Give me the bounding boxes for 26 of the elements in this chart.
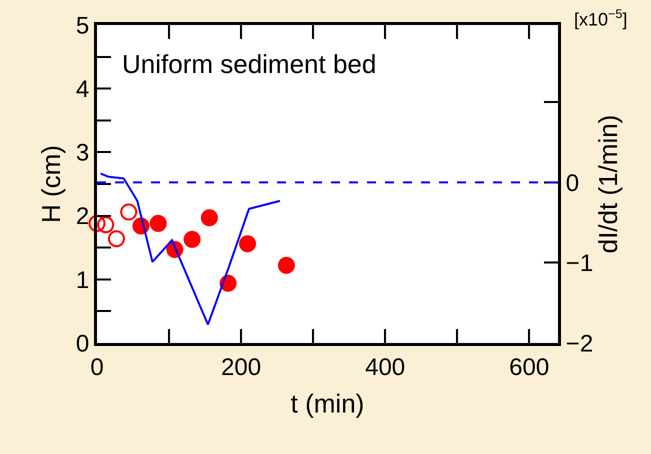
point bbox=[278, 256, 295, 274]
y2-tick-label: −1 bbox=[566, 250, 594, 278]
x-tick-label: 400 bbox=[365, 354, 406, 381]
y2-tick-label: 0 bbox=[566, 170, 580, 197]
x-axis-title: t (min) bbox=[290, 388, 364, 418]
y-tick-label: 5 bbox=[76, 12, 90, 40]
point bbox=[97, 216, 114, 234]
annotation: Uniform sediment bed bbox=[122, 49, 376, 79]
point bbox=[200, 209, 218, 226]
point bbox=[239, 235, 256, 252]
y2-axis-title: dI/dt (1/min) bbox=[593, 114, 624, 254]
y2-tick-label: −2 bbox=[566, 330, 594, 358]
y-tick-label: 0 bbox=[76, 330, 90, 358]
point bbox=[150, 214, 167, 232]
text: [x10$^{−5}$] bbox=[574, 7, 628, 30]
y-tick-label: 1 bbox=[76, 266, 90, 294]
point bbox=[184, 230, 201, 248]
y-tick-label: 4 bbox=[76, 76, 90, 103]
y-tick-label: 2 bbox=[76, 203, 90, 230]
x-tick-label: 200 bbox=[221, 354, 262, 381]
x-tick-label: 600 bbox=[509, 354, 550, 381]
point bbox=[120, 203, 138, 220]
y-tick-label: 3 bbox=[76, 140, 90, 167]
point bbox=[108, 230, 125, 248]
y-axis-title: H (cm) bbox=[36, 145, 66, 223]
point bbox=[88, 214, 106, 232]
